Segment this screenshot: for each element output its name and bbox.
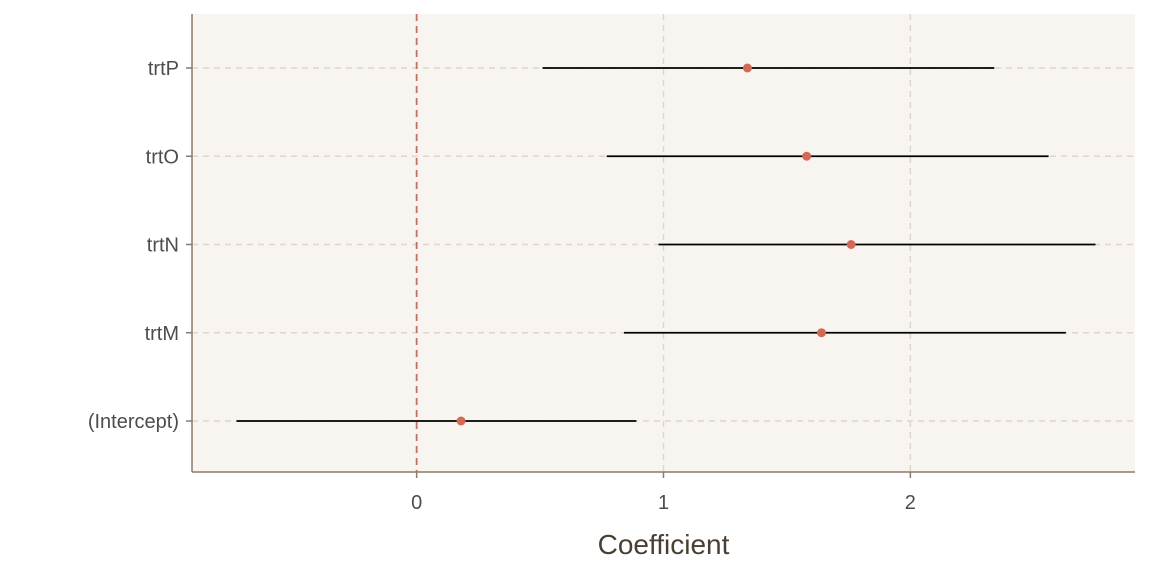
- point-trto: [802, 151, 812, 161]
- coefficient-points: [456, 63, 856, 426]
- point-trtn: [846, 240, 856, 249]
- y-tick-label: trtP: [148, 58, 179, 80]
- y-tick-label: trtO: [146, 146, 179, 168]
- x-tick-label: 2: [905, 492, 916, 514]
- x-axis-title: Coefficient: [598, 529, 730, 560]
- point-trtm: [816, 328, 826, 338]
- point-intercept: [456, 416, 466, 426]
- point-trtp: [742, 63, 752, 73]
- y-tick-label: (Intercept): [88, 411, 179, 433]
- x-tick-label: 1: [658, 492, 669, 514]
- confidence-intervals: [236, 67, 1096, 422]
- plot-panel: [192, 14, 1135, 472]
- y-tick-label: trtN: [147, 235, 179, 257]
- y-tick-label: trtM: [145, 323, 179, 345]
- x-axis-ticks: 0 1 2: [411, 472, 916, 514]
- x-tick-label: 0: [411, 492, 422, 514]
- y-axis-ticks: (Intercept) trtM trtN trtO trtP: [88, 58, 192, 433]
